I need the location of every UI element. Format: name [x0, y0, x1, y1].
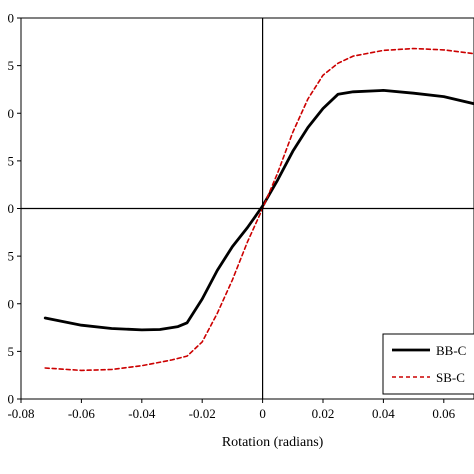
x-tick-label: 0.04: [372, 406, 395, 421]
y-tick-label: 0: [8, 392, 15, 407]
axes-layer: [21, 18, 474, 399]
legend: BB-C SB-C: [382, 333, 474, 395]
x-tick-label: -0.02: [189, 406, 216, 421]
x-tick-label: -0.04: [128, 406, 156, 421]
y-tick-label: 5: [8, 153, 15, 168]
x-axis-title: Rotation (radians): [222, 435, 324, 450]
x-tick-label: 0.02: [312, 406, 335, 421]
legend-label-bb-c: BB-C: [436, 343, 466, 358]
y-tick-label: 5: [8, 344, 15, 359]
y-tick-label: 0: [8, 106, 15, 121]
y-tick-label: 5: [8, 58, 15, 73]
series-layer: [43, 47, 474, 372]
x-tick-label: 0: [259, 406, 266, 421]
y-tick-label: 0: [8, 11, 15, 26]
x-tick-label: -0.08: [7, 406, 34, 421]
y-tick-label: 0: [8, 296, 15, 311]
y-tick-label: 0: [8, 201, 15, 216]
x-tick-label: 0.06: [432, 406, 455, 421]
legend-label-sb-c: SB-C: [436, 370, 465, 385]
y-tick-label: 5: [8, 249, 15, 264]
ticks-layer: -0.08 -0.06 -0.04 -0.02 0 0.02 0.04 0.06 0 5 0 5 0 5 0…: [7, 11, 455, 422]
series-line-bb-c: [43, 89, 474, 332]
legend-box: [382, 333, 474, 395]
x-tick-label: -0.06: [68, 406, 96, 421]
